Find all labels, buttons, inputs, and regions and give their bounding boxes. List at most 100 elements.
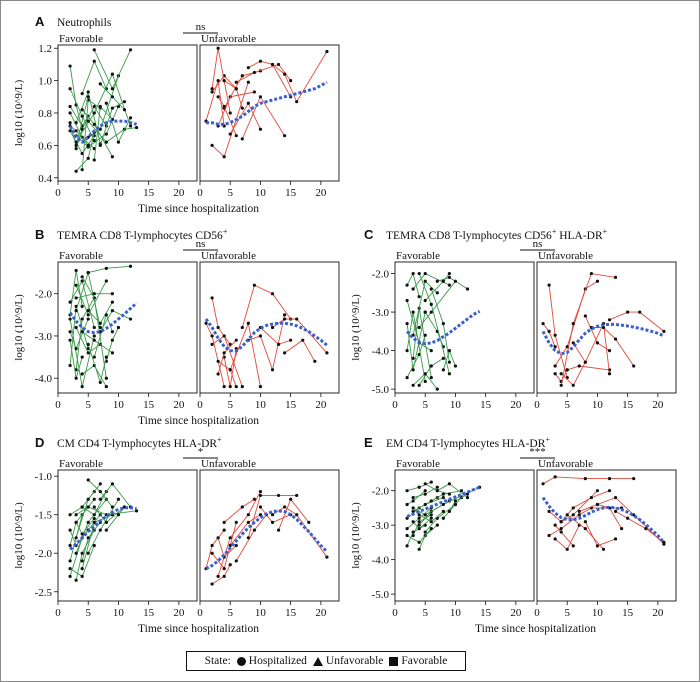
data-point [246, 80, 250, 84]
data-point [222, 79, 226, 83]
y-tick-label: -2.0 [372, 486, 390, 498]
data-point [80, 505, 84, 509]
data-point [589, 271, 593, 276]
patient-line [554, 524, 574, 547]
data-point [577, 364, 581, 368]
data-point [565, 345, 569, 349]
data-point [86, 95, 90, 99]
data-point [258, 489, 263, 494]
data-point [92, 158, 96, 162]
panel-a: A Neutrophils ns log10 (10^9/L) 0.4 0.6 0.8 1.0… [13, 14, 340, 215]
data-point [128, 317, 133, 321]
data-point [128, 264, 133, 268]
data-point [98, 143, 102, 147]
data-point [234, 543, 238, 548]
data-point [441, 356, 445, 360]
data-point [571, 322, 575, 326]
facet-label: Favorable [396, 250, 440, 262]
data-point [577, 513, 581, 517]
data-point [110, 338, 114, 342]
y-tick-label: -2.0 [35, 289, 53, 301]
panel-title: TEMRA CD8 T-lymphocytes CD56+ HLA-DR+ [386, 227, 608, 242]
data-point [429, 499, 433, 503]
trend-line [541, 322, 665, 356]
patient-line [211, 82, 249, 158]
data-point [104, 376, 108, 380]
patient-line [272, 506, 328, 558]
data-point [541, 482, 545, 486]
data-point [411, 383, 415, 387]
data-point [553, 475, 557, 479]
data-point [435, 291, 439, 295]
data-point [110, 155, 114, 159]
data-point [110, 330, 114, 334]
data-point [68, 104, 72, 109]
y-tick-label: 1.0 [38, 76, 52, 88]
data-point [228, 368, 232, 372]
data-point [234, 559, 238, 563]
x-tick-label: 5 [85, 607, 91, 619]
y-tick-label: -5.0 [372, 384, 390, 396]
x-tick-label: 10 [113, 399, 125, 411]
data-point [116, 325, 121, 330]
x-axis-label: Time since hospitalization [475, 623, 596, 635]
data-point [216, 79, 220, 83]
facet-unfavorable: Unfavorable 0 5 10 15 20 [534, 250, 677, 411]
panel-title: CM CD4 T-lymphocytes HLA-DR+ [57, 435, 222, 450]
data-point [240, 106, 244, 110]
data-point [423, 513, 427, 517]
data-point [607, 318, 612, 322]
data-point [565, 513, 569, 517]
data-point [74, 296, 78, 300]
x-axis-label: Time since hospitalization [138, 415, 259, 427]
data-point [423, 310, 427, 314]
data-point [583, 520, 587, 524]
x-tick-label: 0 [55, 607, 61, 619]
data-point [210, 551, 214, 555]
data-point [423, 482, 427, 486]
data-point [92, 497, 96, 501]
data-point [270, 513, 275, 517]
data-point [429, 287, 433, 291]
data-point [74, 513, 78, 517]
data-point [80, 330, 84, 334]
data-point [128, 48, 133, 52]
data-point [92, 59, 96, 63]
data-point [86, 308, 90, 313]
data-point [104, 266, 108, 270]
data-point [246, 513, 250, 517]
patient-line [211, 297, 231, 345]
data-point [68, 528, 72, 532]
data-point [411, 509, 415, 513]
data-point [559, 527, 563, 531]
data-point [74, 147, 78, 151]
data-point [423, 492, 427, 496]
data-point [423, 298, 427, 303]
data-point [447, 492, 451, 496]
data-point [234, 87, 238, 91]
data-point [252, 497, 256, 501]
data-point [258, 334, 263, 338]
y-tick-label: -4.0 [35, 373, 53, 385]
data-point [435, 387, 439, 391]
data-point [571, 383, 575, 387]
patient-line [412, 486, 480, 516]
data-point [417, 271, 421, 276]
panel-e: E EM CD4 T-lymphocytes HLA-DR+*** log10 (1… [350, 435, 677, 635]
data-point [583, 477, 587, 481]
x-tick-label: 20 [173, 399, 185, 411]
x-tick-label: 15 [285, 187, 297, 199]
patient-line [229, 321, 261, 387]
facet-box [536, 469, 677, 602]
x-tick-label: 20 [173, 187, 185, 199]
x-tick-label: 10 [113, 607, 125, 619]
facet-box [199, 261, 340, 394]
data-point [98, 325, 102, 330]
x-tick-label: 0 [197, 187, 203, 199]
x-tick-label: 15 [622, 607, 634, 619]
facet-box [57, 261, 198, 394]
data-point [553, 537, 557, 541]
panel-letter: C [364, 227, 374, 242]
x-tick-label: 20 [510, 607, 522, 619]
